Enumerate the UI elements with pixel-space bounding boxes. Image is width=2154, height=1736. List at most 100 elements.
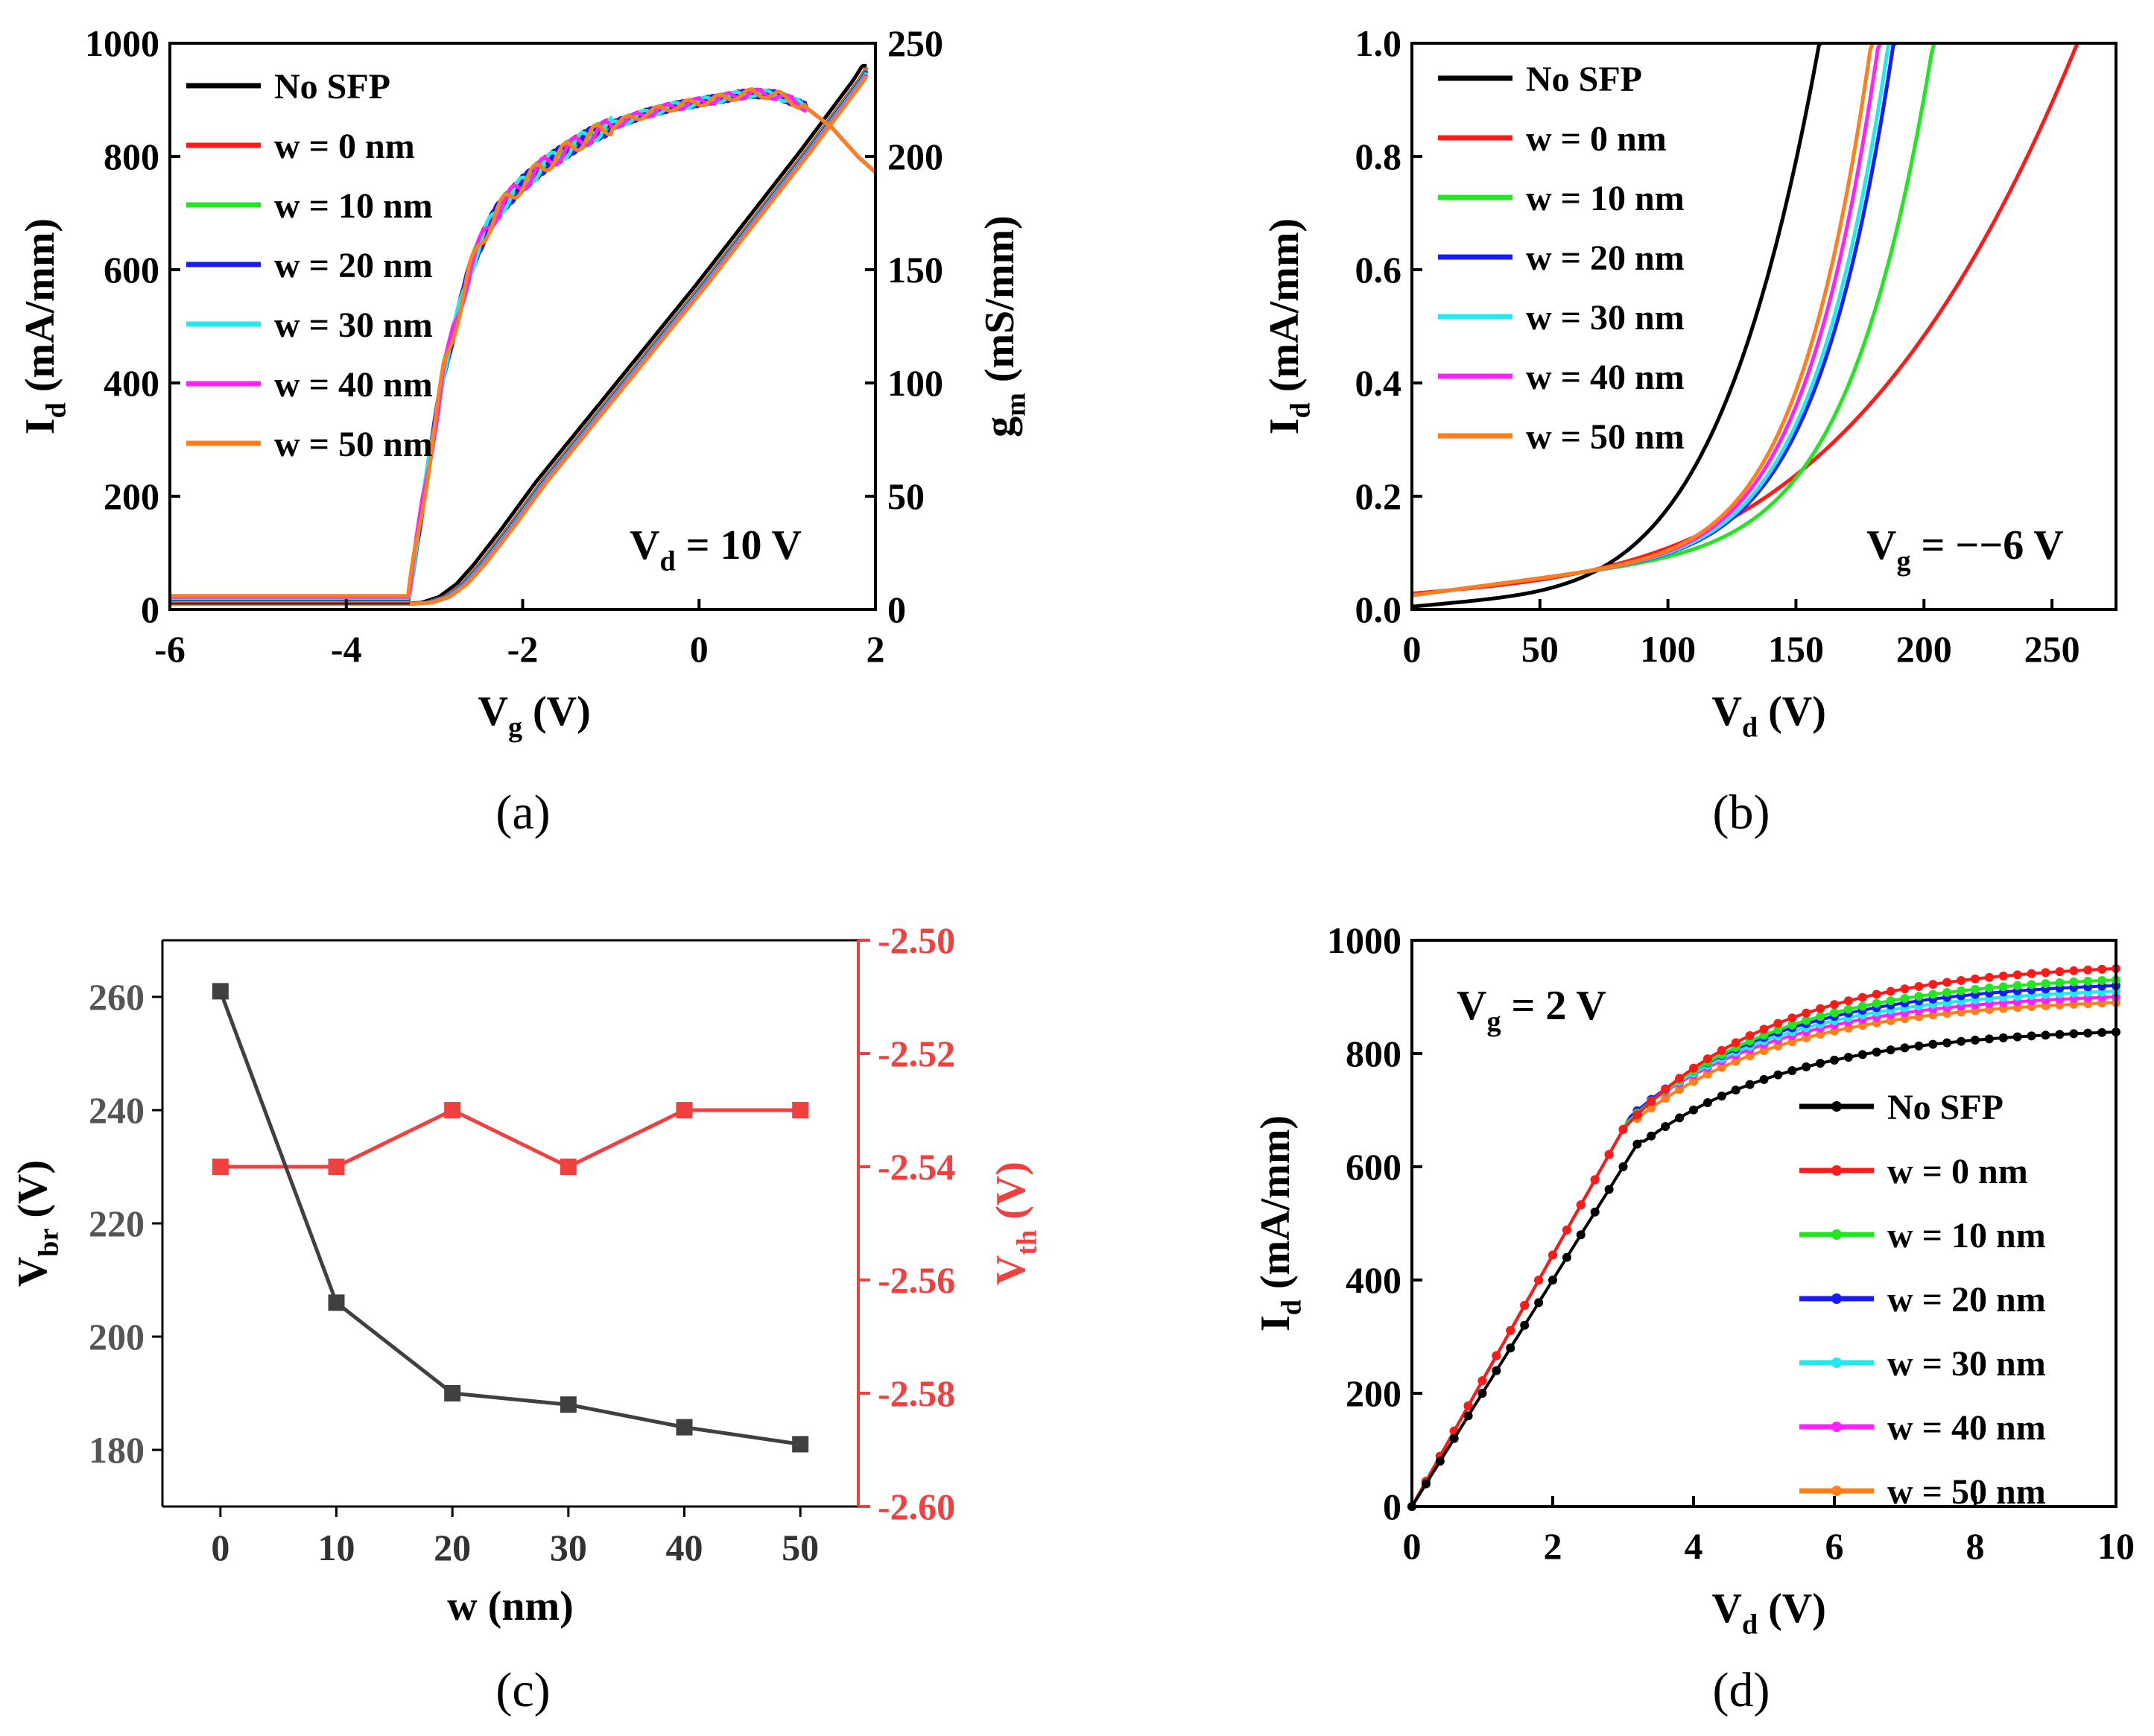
- legend-label: w = 40 nm: [1887, 1408, 2046, 1448]
- x-tick-label: 0: [1403, 628, 1422, 670]
- id-marker: [1914, 1041, 1924, 1051]
- id-marker: [2055, 967, 2065, 977]
- id-marker: [2041, 968, 2050, 978]
- id-marker: [1886, 986, 1895, 996]
- id-marker: [2027, 969, 2036, 978]
- legend-label: w = 0 nm: [1526, 119, 1667, 159]
- id-marker: [1520, 1320, 1530, 1330]
- id-marker: [1928, 989, 1938, 999]
- id-marker: [1647, 1131, 1656, 1141]
- id-marker: [2012, 981, 2022, 990]
- id-marker: [1872, 998, 1881, 1008]
- x-tick-label: 2: [1544, 1525, 1562, 1567]
- id-marker: [2055, 978, 2065, 987]
- y-tick-label: 1000: [85, 22, 159, 64]
- y2-tick-label: 50: [887, 475, 925, 517]
- id-marker: [1971, 974, 1980, 983]
- panel-label: (b): [1713, 785, 1770, 840]
- vbr-marker: [560, 1396, 577, 1413]
- condition-annotation: Vg = −−6 V: [1866, 522, 2064, 577]
- legend-marker: [1831, 1486, 1842, 1496]
- y-axis-label: Id (mA/mm): [1252, 1115, 1308, 1331]
- legend-label: w = 20 nm: [274, 246, 433, 285]
- legend-label: w = 0 nm: [1887, 1152, 2028, 1191]
- legend-item: No SFP: [1799, 1088, 2003, 1127]
- id-marker: [1689, 1077, 1698, 1086]
- id-marker: [2083, 1028, 2093, 1038]
- id-marker: [1618, 1124, 1628, 1134]
- id-marker: [2012, 970, 2022, 980]
- x-axis-label: Vd (V): [1712, 688, 1826, 744]
- y-tick-label: 180: [89, 1429, 145, 1471]
- id-marker: [1942, 978, 1952, 987]
- legend-label: w = 50 nm: [1887, 1472, 2046, 1512]
- id-marker: [1843, 996, 1853, 1006]
- id-marker: [2012, 1032, 2022, 1042]
- id-marker: [1702, 1054, 1712, 1064]
- legend-item: w = 40 nm: [186, 365, 433, 405]
- legend-label: w = 50 nm: [274, 425, 433, 464]
- y-tick-label: 600: [104, 249, 159, 291]
- id-marker: [1759, 1046, 1769, 1056]
- legend-label: w = 30 nm: [1887, 1344, 2046, 1384]
- id-marker: [1604, 1185, 1614, 1194]
- vth-marker: [792, 1102, 809, 1118]
- vbr-marker: [212, 983, 229, 1000]
- id-marker: [1576, 1200, 1586, 1210]
- legend-label: w = 30 nm: [1526, 298, 1685, 338]
- id-marker: [1731, 1057, 1740, 1066]
- id-marker: [1604, 1150, 1614, 1159]
- y2-tick-label: 0: [887, 589, 906, 630]
- id-marker: [1928, 1039, 1938, 1049]
- id-marker: [1816, 1012, 1825, 1021]
- y-tick-label: 800: [104, 136, 159, 177]
- x-tick-label: 4: [1685, 1525, 1703, 1567]
- x-tick-label: 0: [1403, 1525, 1422, 1567]
- x-tick-label: 50: [782, 1527, 819, 1568]
- id-marker: [1816, 1059, 1825, 1068]
- id-marker: [1492, 1351, 1501, 1360]
- y-tick-label: 0: [141, 589, 159, 630]
- panel-label: (c): [495, 1663, 550, 1717]
- id-marker: [1717, 1062, 1726, 1072]
- id-marker: [1773, 1019, 1783, 1028]
- y-tick-label: 0: [1383, 1486, 1401, 1527]
- id-marker: [1971, 984, 1980, 994]
- vbr-line: [218, 990, 801, 1446]
- id-marker: [1548, 1250, 1557, 1260]
- vth-marker: [212, 1159, 229, 1175]
- legend-label: w = 10 nm: [1887, 1216, 2046, 1255]
- x-tick-label: 10: [2097, 1525, 2135, 1567]
- vbr-marker: [676, 1419, 693, 1436]
- id-marker: [1675, 1085, 1685, 1094]
- plot-frame: [1410, 42, 2117, 611]
- id-marker: [1787, 1013, 1797, 1023]
- y-tick-label: 0.2: [1355, 475, 1402, 517]
- id-marker: [1787, 1066, 1797, 1076]
- legend-item: w = 20 nm: [1799, 1280, 2046, 1320]
- id-marker: [1731, 1038, 1740, 1048]
- y-axis-label: Id (mA/mm): [17, 218, 72, 434]
- id-marker: [1675, 1113, 1685, 1123]
- legend-item: w = 30 nm: [186, 305, 433, 345]
- vbr-marker: [792, 1436, 809, 1453]
- id-marker: [2041, 979, 2050, 989]
- id-marker: [1632, 1110, 1642, 1120]
- x-tick-label: 50: [1521, 628, 1559, 670]
- y2-axis-label: gm (mS/mm): [977, 215, 1032, 437]
- x-tick-label: 10: [318, 1527, 355, 1568]
- legend-label: No SFP: [274, 67, 390, 107]
- condition-annotation: Vg = 2 V: [1457, 983, 1606, 1038]
- legend-label: w = 20 nm: [1526, 238, 1685, 278]
- x-tick-label: 8: [1966, 1525, 1985, 1567]
- id-marker: [1618, 1162, 1628, 1171]
- id-marker: [2027, 1031, 2036, 1041]
- y2-tick-label: 250: [887, 22, 943, 64]
- legend-label: w = 40 nm: [274, 365, 433, 405]
- legend-marker: [1831, 1293, 1842, 1304]
- y-axis-label: Vbr (V): [10, 1160, 65, 1287]
- id-marker: [1773, 1041, 1783, 1051]
- id-marker: [1759, 1074, 1769, 1084]
- id-marker: [1562, 1225, 1571, 1235]
- x-tick-label: -2: [507, 628, 539, 670]
